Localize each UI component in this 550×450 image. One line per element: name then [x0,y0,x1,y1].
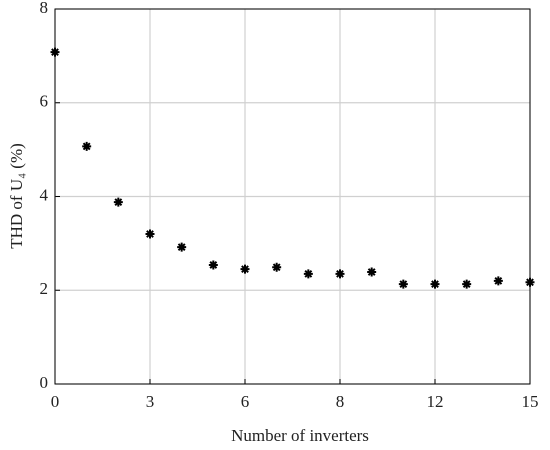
y-tick-label: 2 [40,279,49,298]
marker [303,269,313,279]
marker [272,262,282,272]
marker [493,276,503,286]
marker [335,269,345,279]
marker [208,260,218,270]
x-axis-label: Number of inverters [231,426,369,445]
marker [398,279,408,289]
y-tick-label: 8 [40,0,49,17]
y-tick-label: 6 [40,92,49,111]
marker [367,267,377,277]
marker [430,279,440,289]
y-tick-label: 4 [40,185,49,204]
y-axis-label: THD of U₄ (%) [7,143,26,249]
marker [462,279,472,289]
y-tick-label: 0 [40,373,49,392]
marker [145,229,155,239]
x-tick-label: 0 [51,392,60,411]
x-tick-label: 3 [146,392,155,411]
marker [177,242,187,252]
marker [240,264,250,274]
marker [113,197,123,207]
x-tick-label: 6 [241,392,250,411]
x-tick-label: 12 [427,392,444,411]
marker [50,47,60,57]
x-tick-label: 8 [336,392,345,411]
marker [82,141,92,151]
marker [525,277,535,287]
x-tick-label: 15 [522,392,539,411]
plot-frame [54,8,531,385]
